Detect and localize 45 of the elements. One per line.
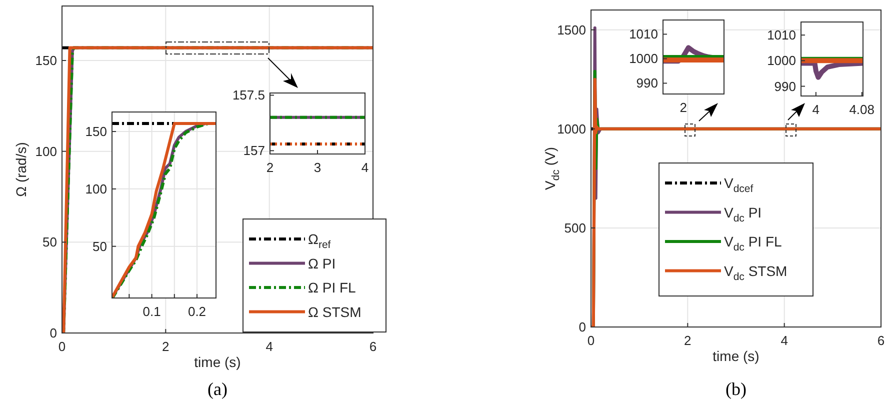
x-tick-label: 6 [369,339,377,354]
x-tick-label: 4 [812,102,820,117]
y-tick-label: 500 [564,220,586,236]
legend-label: V$_{dc}$ PI [724,204,762,224]
y-tick-label: 157 [243,143,265,158]
x-tick-label: 4 [361,160,369,175]
y-tick-label: 990 [774,78,796,94]
y-tick-label: 1010 [629,26,658,42]
x-tick-label: 2 [162,339,170,354]
y-tick-label: 1010 [767,28,796,43]
x-tick-label: 3 [314,160,322,175]
legend-label: V$_{dcef}$ [724,175,754,195]
x-tick-label: 2 [684,333,692,348]
legend-label: Ω$_{ref}$ [308,231,331,251]
y-tick-label: 1500 [557,22,586,38]
y-tick-label: 100 [85,181,107,196]
legend-label: Ω PI [308,255,336,272]
y-tick-label: 990 [636,76,658,91]
legend-label: V$_{dc}$ STSM [724,262,788,283]
y-axis-title: Ω (rad/s) [13,142,29,197]
legend-label: V$_{dc}$ PI FL [724,234,782,254]
text: (b) [726,379,746,399]
y-tick-label: 100 [35,144,57,159]
x-axis-title: time (s) [712,348,760,364]
x-tick-label: 4.08 [849,102,875,117]
x-axis-title: time (s) [194,354,241,370]
legend-label: Ω PI FL [308,280,356,296]
x-tick-label: 4 [266,339,273,354]
y-tick-label: 1000 [557,121,586,136]
y-tick-label: 0 [578,320,586,334]
x-tick-label: 0.2 [188,304,206,319]
y-tick-label: 50 [92,238,107,254]
x-tick-label: 2 [266,160,274,175]
x-tick-label: 6 [877,333,885,348]
x-tick-label: 4 [780,333,788,348]
y-tick-label: 157.5 [232,88,265,103]
line-series [112,122,216,298]
y-tick-label: 150 [85,124,107,140]
text: (a) [208,379,228,399]
x-tick-label: 0.1 [142,304,161,319]
y-tick-label: 50 [42,234,57,250]
y-tick-label: 1000 [767,53,796,68]
legend-label: Ω STSM [308,304,362,320]
y-tick-label: 150 [35,53,57,68]
y-tick-label: 1000 [629,51,658,66]
